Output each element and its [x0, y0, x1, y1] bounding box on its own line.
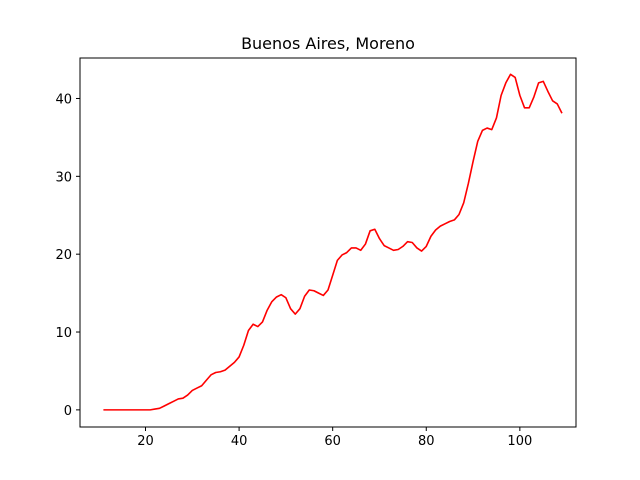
y-tick-label: 10: [55, 326, 72, 341]
x-tick-label: 40: [231, 434, 248, 449]
y-tick-label: 30: [55, 170, 72, 185]
series-layer: [103, 73, 563, 411]
x-axis: 20 40 60 80 100: [137, 427, 532, 449]
plot-frame: [79, 57, 577, 428]
x-tick-label: 20: [137, 434, 154, 449]
y-axis: 0 10 20 30 40: [55, 92, 80, 419]
y-tick-label: 20: [55, 248, 72, 263]
x-tick-label: 100: [507, 434, 532, 449]
y-tick-label: 40: [55, 92, 72, 107]
y-tick-label: 0: [64, 404, 72, 419]
series-line-0: [103, 73, 563, 411]
x-tick-label: 60: [324, 434, 341, 449]
chart-title: Buenos Aires, Moreno: [241, 34, 415, 53]
x-tick-label: 80: [418, 434, 435, 449]
